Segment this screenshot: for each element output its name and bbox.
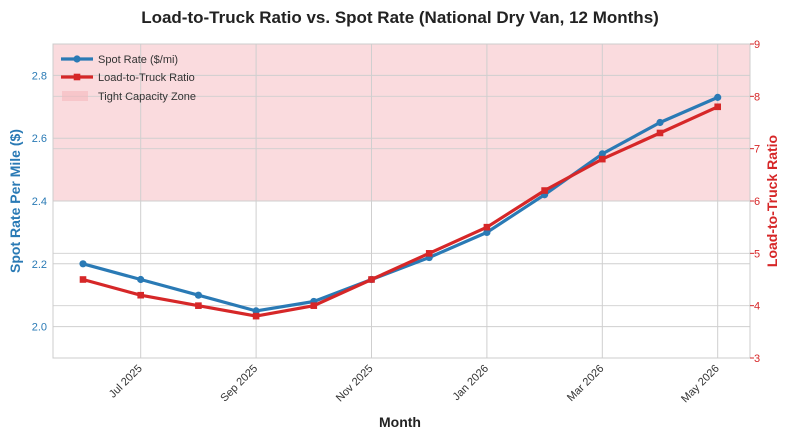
x-axis-label: Month [379, 414, 421, 430]
right-tick-label-5: 8 [754, 91, 760, 103]
legend-marker-1 [73, 73, 81, 81]
series-1-point-4 [310, 302, 318, 309]
series-0-point-2 [194, 291, 202, 299]
left-tick-label-1: 2.2 [32, 259, 47, 271]
series-0-point-10 [656, 118, 664, 127]
series-1-point-10 [656, 129, 664, 137]
x-tick-label-3: Jan 2026 [451, 363, 491, 403]
series-1-point-8 [541, 187, 548, 194]
x-tick-label-0: Jul 2025 [107, 363, 145, 401]
right-tick-label-3: 6 [754, 196, 760, 208]
series-1-point-1 [137, 291, 144, 299]
series-0-point-1 [137, 275, 145, 284]
right-tick-label-0: 3 [754, 353, 760, 365]
series-0-point-3 [252, 307, 260, 315]
series-line-0 [82, 95, 719, 313]
left-tick-label-3: 2.6 [32, 133, 47, 145]
tight-capacity-band-layer [53, 44, 750, 201]
left-tick-label-0: 2.0 [32, 322, 47, 334]
series-1 [79, 103, 721, 320]
legend: Spot Rate ($/mi) Load-to-Truck Ratio Tight… [61, 54, 196, 103]
series-1-point-2 [195, 302, 202, 309]
series-0-point-11 [714, 93, 722, 101]
series-1-point-11 [714, 103, 721, 111]
x-tick-label-2: Nov 2025 [334, 363, 376, 405]
left-axis-label: Spot Rate Per Mile ($) [7, 129, 23, 273]
series-0-point-9 [598, 150, 606, 158]
right-tick-label-2: 5 [754, 248, 760, 260]
tight-capacity-band [53, 44, 750, 201]
right-axis-ticks: 3 4 5 6 7 8 9 [750, 39, 760, 365]
x-axis-ticks: Jul 2025 Sep 2025 Nov 2025 Jan 2026 Mar 2026… [107, 363, 722, 406]
series-layer [79, 93, 722, 320]
legend-band-swatch [62, 91, 88, 101]
legend-label-0: Spot Rate ($/mi) [98, 54, 178, 66]
left-tick-label-4: 2.8 [32, 70, 47, 82]
series-line-1 [82, 105, 719, 318]
series-1-point-9 [599, 155, 606, 163]
left-tick-label-2: 2.4 [32, 196, 47, 208]
right-tick-label-6: 9 [754, 39, 760, 51]
series-1-point-3 [252, 312, 260, 320]
x-tick-label-5: May 2026 [679, 363, 722, 406]
legend-label-band: Tight Capacity Zone [98, 91, 196, 103]
x-tick-label-4: Mar 2026 [565, 363, 606, 404]
series-1-point-6 [425, 250, 433, 257]
series-0-point-0 [79, 260, 87, 268]
legend-marker-0 [73, 55, 81, 63]
right-tick-label-4: 7 [754, 144, 760, 156]
series-0-point-7 [483, 228, 491, 236]
series-1-point-0 [79, 276, 87, 283]
x-tick-label-1: Sep 2025 [218, 363, 260, 405]
legend-label-1: Load-to-Truck Ratio [98, 72, 195, 84]
right-tick-label-1: 4 [754, 301, 760, 313]
left-axis-ticks: 2.0 2.2 2.4 2.6 2.8 [32, 70, 47, 333]
right-axis-label: Load-to-Truck Ratio [764, 135, 780, 267]
series-1-point-5 [368, 276, 375, 283]
series-1-point-7 [483, 223, 491, 231]
chart-title: Load-to-Truck Ratio vs. Spot Rate (Natio… [141, 8, 659, 27]
